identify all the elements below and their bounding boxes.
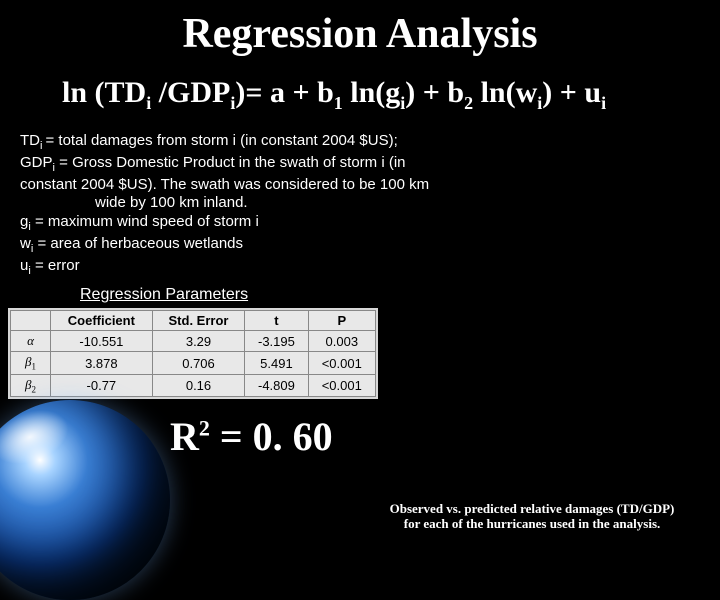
definition-line: TDi = total damages from storm i (in con… — [20, 132, 700, 154]
table-header-cell: Std. Error — [152, 311, 245, 331]
regression-table-wrap: CoefficientStd. ErrortP α-10.5513.29-3.1… — [8, 308, 378, 399]
caption-line-1: Observed vs. predicted relative damages … — [362, 501, 702, 517]
table-cell: -4.809 — [245, 374, 308, 397]
variable-definitions: TDi = total damages from storm i (in con… — [0, 132, 720, 278]
table-cell: <0.001 — [308, 352, 375, 375]
caption-line-2: for each of the hurricanes used in the a… — [362, 516, 702, 532]
table-cell: 3.29 — [152, 331, 245, 352]
table-cell: 3.878 — [51, 352, 153, 375]
table-header-cell: Coefficient — [51, 311, 153, 331]
definition-line: gi = maximum wind speed of storm i — [20, 213, 700, 235]
table-cell: -0.77 — [51, 374, 153, 397]
regression-table: CoefficientStd. ErrortP α-10.5513.29-3.1… — [10, 310, 376, 397]
table-cell: 0.16 — [152, 374, 245, 397]
table-row: β2-0.770.16-4.809<0.001 — [11, 374, 376, 397]
table-row-header: β2 — [11, 374, 51, 397]
table-row-header: β1 — [11, 352, 51, 375]
table-row: β13.8780.7065.491<0.001 — [11, 352, 376, 375]
figure-caption: Observed vs. predicted relative damages … — [362, 501, 702, 532]
table-header-cell — [11, 311, 51, 331]
table-cell: 5.491 — [245, 352, 308, 375]
definition-line: wi = area of herbaceous wetlands — [20, 235, 700, 257]
definition-line: constant 2004 $US). The swath was consid… — [20, 176, 700, 195]
table-header-cell: P — [308, 311, 375, 331]
regression-equation: ln (TDi /GDPi)= a + b1 ln(gi) + b2 ln(wi… — [0, 76, 720, 132]
table-cell: -10.551 — [51, 331, 153, 352]
table-row-header: α — [11, 331, 51, 352]
table-cell: 0.003 — [308, 331, 375, 352]
table-cell: 0.706 — [152, 352, 245, 375]
parameters-heading: Regression Parameters — [0, 278, 720, 308]
table-cell: <0.001 — [308, 374, 375, 397]
table-cell: -3.195 — [245, 331, 308, 352]
definition-line: wide by 100 km inland. — [20, 194, 700, 213]
definition-line: GDPi = Gross Domestic Product in the swa… — [20, 154, 700, 176]
slide-title: Regression Analysis — [0, 0, 720, 76]
table-header-cell: t — [245, 311, 308, 331]
definition-line: ui = error — [20, 257, 700, 279]
slide: Regression Analysis ln (TDi /GDPi)= a + … — [0, 0, 720, 540]
table-row: α-10.5513.29-3.1950.003 — [11, 331, 376, 352]
